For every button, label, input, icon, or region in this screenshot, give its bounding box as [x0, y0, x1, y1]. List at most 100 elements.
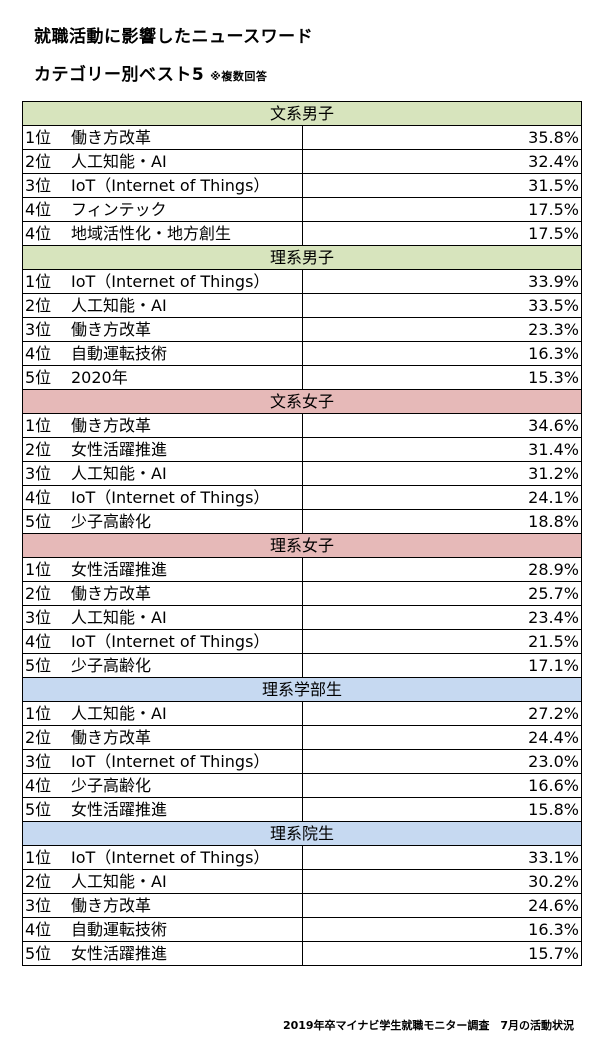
- rank-label: 4位: [25, 488, 52, 507]
- percentage-cell: 25.7%: [301, 581, 582, 606]
- table-row: 4位 IoT（Internet of Things） 24.1%: [22, 485, 582, 510]
- rank-label: 2位: [25, 728, 52, 747]
- table-row: 3位 働き方改革 23.3%: [22, 317, 582, 342]
- table-row: 4位 フィンテック 17.5%: [22, 197, 582, 222]
- item-label: 自動運転技術: [71, 344, 168, 363]
- rank-label: 1位: [25, 128, 52, 147]
- item-cell: 1位 IoT（Internet of Things）: [22, 845, 303, 870]
- item-cell: 3位 人工知能・AI: [22, 605, 303, 630]
- table-row: 5位 女性活躍推進 15.8%: [22, 797, 582, 822]
- table-row: 4位 少子高齢化 16.6%: [22, 773, 582, 798]
- percentage-cell: 16.3%: [301, 917, 582, 942]
- item-cell: 2位 働き方改革: [22, 725, 303, 750]
- table-row: 1位 働き方改革 34.6%: [22, 413, 582, 438]
- rank-label: 5位: [25, 368, 52, 387]
- section-header-row: 文系女子: [22, 389, 582, 414]
- table-row: 5位 2020年 15.3%: [22, 365, 582, 390]
- percentage-cell: 24.6%: [301, 893, 582, 918]
- item-label: IoT（Internet of Things）: [71, 272, 270, 291]
- table-row: 2位 働き方改革 25.7%: [22, 581, 582, 606]
- table-row: 2位 人工知能・AI 33.5%: [22, 293, 582, 318]
- percentage-cell: 31.5%: [301, 173, 582, 198]
- item-label: 働き方改革: [71, 416, 152, 435]
- table-row: 4位 IoT（Internet of Things） 21.5%: [22, 629, 582, 654]
- item-label: IoT（Internet of Things）: [71, 632, 270, 651]
- item-cell: 3位 IoT（Internet of Things）: [22, 749, 303, 774]
- rank-label: 5位: [25, 656, 52, 675]
- rank-label: 4位: [25, 344, 52, 363]
- item-cell: 2位 人工知能・AI: [22, 293, 303, 318]
- rank-label: 3位: [25, 320, 52, 339]
- percentage-cell: 31.4%: [301, 437, 582, 462]
- table-row: 2位 人工知能・AI 30.2%: [22, 869, 582, 894]
- table-row: 3位 IoT（Internet of Things） 31.5%: [22, 173, 582, 198]
- rank-label: 5位: [25, 944, 52, 963]
- item-label: 女性活躍推進: [71, 800, 168, 819]
- percentage-cell: 23.3%: [301, 317, 582, 342]
- table-row: 3位 人工知能・AI 31.2%: [22, 461, 582, 486]
- table-row: 3位 働き方改革 24.6%: [22, 893, 582, 918]
- item-cell: 5位 2020年: [22, 365, 303, 390]
- item-cell: 4位 地域活性化・地方創生: [22, 221, 303, 246]
- rank-label: 2位: [25, 584, 52, 603]
- section-header: 文系男子: [22, 101, 582, 126]
- percentage-cell: 16.3%: [301, 341, 582, 366]
- rank-label: 3位: [25, 176, 52, 195]
- rank-label: 4位: [25, 224, 52, 243]
- percentage-cell: 15.3%: [301, 365, 582, 390]
- percentage-cell: 32.4%: [301, 149, 582, 174]
- rank-label: 1位: [25, 704, 52, 723]
- percentage-cell: 30.2%: [301, 869, 582, 894]
- rank-label: 5位: [25, 800, 52, 819]
- rank-label: 2位: [25, 440, 52, 459]
- table-row: 1位 女性活躍推進 28.9%: [22, 557, 582, 582]
- item-cell: 3位 IoT（Internet of Things）: [22, 173, 303, 198]
- rank-label: 4位: [25, 920, 52, 939]
- item-cell: 2位 働き方改革: [22, 581, 303, 606]
- item-label: 少子高齢化: [71, 776, 152, 795]
- item-cell: 2位 人工知能・AI: [22, 869, 303, 894]
- item-label: IoT（Internet of Things）: [71, 848, 270, 867]
- percentage-cell: 15.7%: [301, 941, 582, 966]
- rank-label: 4位: [25, 200, 52, 219]
- item-label: 人工知能・AI: [71, 608, 167, 627]
- item-label: 女性活躍推進: [71, 560, 168, 579]
- item-cell: 1位 働き方改革: [22, 125, 303, 150]
- rank-label: 1位: [25, 272, 52, 291]
- item-label: フィンテック: [71, 200, 167, 219]
- item-cell: 3位 人工知能・AI: [22, 461, 303, 486]
- item-cell: 4位 自動運転技術: [22, 917, 303, 942]
- item-cell: 5位 少子高齢化: [22, 509, 303, 534]
- table-row: 5位 少子高齢化 18.8%: [22, 509, 582, 534]
- rank-label: 2位: [25, 872, 52, 891]
- percentage-cell: 35.8%: [301, 125, 582, 150]
- table-row: 2位 働き方改革 24.4%: [22, 725, 582, 750]
- item-label: 人工知能・AI: [71, 872, 167, 891]
- percentage-cell: 15.8%: [301, 797, 582, 822]
- source-footer: 2019年卒マイナビ学生就職モニター調査 7月の活動状況: [282, 1019, 574, 1032]
- percentage-cell: 16.6%: [301, 773, 582, 798]
- item-cell: 4位 フィンテック: [22, 197, 303, 222]
- rank-label: 3位: [25, 896, 52, 915]
- item-label: IoT（Internet of Things）: [71, 176, 270, 195]
- percentage-cell: 23.0%: [301, 749, 582, 774]
- item-cell: 1位 働き方改革: [22, 413, 303, 438]
- table-row: 5位 少子高齢化 17.1%: [22, 653, 582, 678]
- rank-label: 3位: [25, 464, 52, 483]
- table-row: 2位 女性活躍推進 31.4%: [22, 437, 582, 462]
- item-label: 人工知能・AI: [71, 464, 167, 483]
- item-cell: 2位 女性活躍推進: [22, 437, 303, 462]
- item-label: 働き方改革: [71, 584, 152, 603]
- percentage-cell: 33.1%: [301, 845, 582, 870]
- rank-label: 2位: [25, 152, 52, 171]
- item-cell: 1位 IoT（Internet of Things）: [22, 269, 303, 294]
- section-header: 理系学部生: [22, 677, 582, 702]
- item-cell: 3位 働き方改革: [22, 317, 303, 342]
- item-cell: 5位 女性活躍推進: [22, 797, 303, 822]
- rank-label: 3位: [25, 752, 52, 771]
- percentage-cell: 21.5%: [301, 629, 582, 654]
- multiple-answer-note: ※複数回答: [210, 70, 268, 83]
- item-cell: 1位 人工知能・AI: [22, 701, 303, 726]
- item-label: IoT（Internet of Things）: [71, 752, 270, 771]
- page-title: 就職活動に影響したニュースワード: [34, 27, 314, 47]
